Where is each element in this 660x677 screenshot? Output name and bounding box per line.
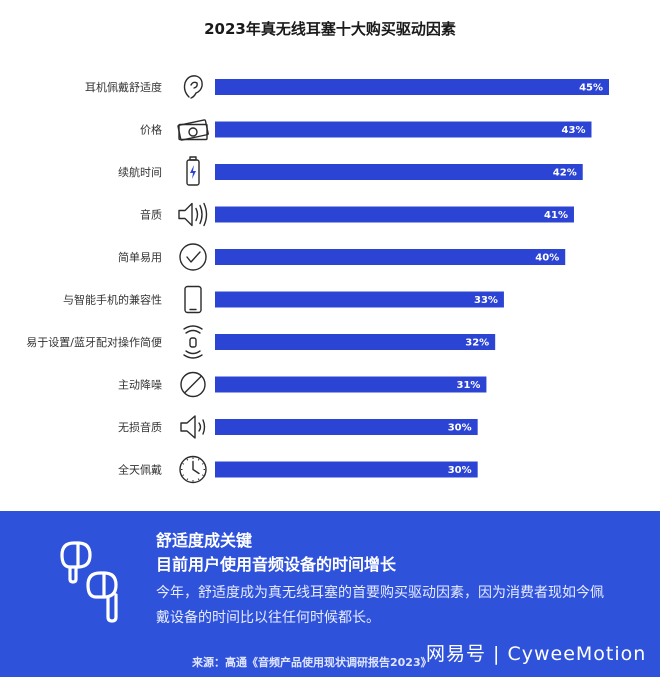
category-label: 耳机佩戴舒适度 bbox=[85, 80, 162, 94]
bar bbox=[215, 291, 504, 308]
info-panel: 舒适度成关键 目前用户使用音频设备的时间增长 今年，舒适度成为真无线耳塞的首要购… bbox=[0, 511, 660, 677]
data-label: 30% bbox=[448, 465, 472, 476]
source-note: 来源：高通《音频产品使用现状调研报告2023》 bbox=[192, 656, 432, 669]
category-label: 与智能手机的兼容性 bbox=[63, 293, 162, 307]
category-label: 无损音质 bbox=[118, 420, 162, 434]
bar bbox=[215, 334, 496, 350]
data-label: 31% bbox=[456, 380, 480, 391]
data-label: 42% bbox=[553, 168, 577, 179]
smartphone-icon bbox=[184, 285, 202, 314]
bar bbox=[215, 206, 574, 223]
data-label: 33% bbox=[474, 295, 498, 306]
bar bbox=[215, 461, 478, 478]
bluetooth-pairing-icon bbox=[183, 325, 203, 359]
panel-heading-line2: 目前用户使用音频设备的时间增长 bbox=[156, 555, 397, 574]
speaker-wave-icon bbox=[178, 202, 208, 227]
bar bbox=[215, 121, 592, 138]
watermark: 网易号 | CyweeMotion bbox=[426, 643, 647, 665]
clock-icon bbox=[179, 455, 207, 484]
bar bbox=[215, 79, 609, 95]
category-label: 全天佩戴 bbox=[118, 463, 162, 477]
panel-heading-line1: 舒适度成关键 bbox=[156, 531, 253, 550]
bar bbox=[215, 249, 566, 265]
data-label: 40% bbox=[535, 253, 559, 264]
bar bbox=[215, 376, 487, 393]
noise-cancel-icon bbox=[180, 371, 206, 398]
ear-icon bbox=[183, 75, 203, 99]
category-label: 主动降噪 bbox=[118, 378, 162, 392]
panel-body-text: 今年，舒适度成为真无线耳塞的首要购买驱动因素，因为消费者现如今佩戴设备的时间比以… bbox=[156, 585, 604, 626]
data-label: 32% bbox=[465, 338, 489, 349]
category-label: 简单易用 bbox=[118, 250, 162, 264]
category-label: 易于设置/蓝牙配对操作简便 bbox=[26, 335, 162, 349]
check-circle-icon bbox=[179, 243, 207, 271]
data-label: 45% bbox=[579, 83, 603, 94]
chart-title: 2023年真无线耳塞十大购买驱动因素 bbox=[204, 20, 456, 38]
category-label: 音质 bbox=[140, 208, 162, 222]
money-icon bbox=[177, 119, 209, 141]
bar bbox=[215, 419, 478, 435]
data-label: 43% bbox=[562, 125, 586, 136]
bar bbox=[215, 164, 583, 180]
panel-heading: 舒适度成关键 目前用户使用音频设备的时间增长 bbox=[156, 529, 396, 577]
data-label: 41% bbox=[544, 210, 568, 221]
battery-icon bbox=[186, 156, 200, 186]
data-label: 30% bbox=[448, 423, 472, 434]
bar-chart: 耳机佩戴舒适度价格续航时间音质简单易用与智能手机的兼容性易于设置/蓝牙配对操作简… bbox=[26, 75, 609, 484]
speaker-icon bbox=[180, 415, 206, 439]
earbuds-icon bbox=[60, 541, 118, 623]
category-label: 续航时间 bbox=[118, 165, 162, 179]
category-label: 价格 bbox=[140, 123, 162, 137]
